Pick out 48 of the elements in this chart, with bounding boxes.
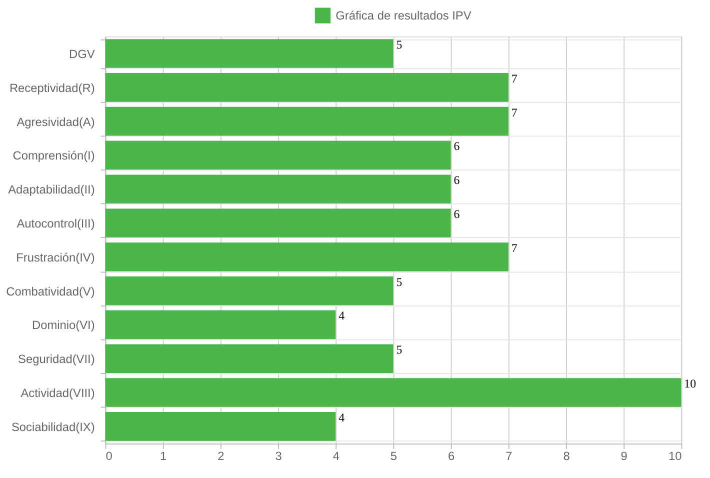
data-label: 4 <box>338 308 345 323</box>
y-tick-label: Frustración(IV) <box>16 250 95 264</box>
data-label: 5 <box>396 342 402 357</box>
y-tick-label: Sociabilidad(IX) <box>11 420 95 434</box>
data-label: 6 <box>454 139 460 154</box>
data-label: 6 <box>454 207 460 222</box>
bar <box>105 344 394 374</box>
x-tick-label: 2 <box>218 448 225 463</box>
data-label: 5 <box>396 274 402 289</box>
y-tick-label: Actividad(VIII) <box>20 386 95 400</box>
x-tick-label: 4 <box>332 448 340 463</box>
y-tick-label: Agresividad(A) <box>16 114 95 129</box>
y-tick-label: Adaptabilidad(II) <box>8 182 95 197</box>
y-tick-label: Autocontrol(III) <box>16 216 95 230</box>
bar <box>105 106 508 136</box>
legend-label: Gráfica de resultados IPV <box>336 8 472 23</box>
bar <box>105 242 508 272</box>
x-tick-label: 3 <box>275 448 282 463</box>
y-tick-label: Comprensión(I) <box>12 148 95 163</box>
bar <box>105 174 451 204</box>
y-tick-label: Dominio(VI) <box>32 318 95 332</box>
data-label: 4 <box>338 410 345 424</box>
x-tick-label: 7 <box>506 448 513 463</box>
x-tick-label: 1 <box>160 448 168 463</box>
x-tick-label: 5 <box>390 448 398 463</box>
bar <box>105 208 451 238</box>
bar <box>105 378 682 407</box>
bar <box>105 276 394 306</box>
y-tick-label: Combatividad(V) <box>6 284 95 298</box>
data-label: 7 <box>511 105 518 120</box>
bar <box>105 73 508 102</box>
x-tick-label: 10 <box>668 448 682 463</box>
y-tick-label: Seguridad(VII) <box>18 352 95 366</box>
bar <box>105 140 451 170</box>
data-label: 6 <box>454 173 460 188</box>
data-label: 10 <box>684 376 696 391</box>
x-tick-label: 8 <box>563 448 570 463</box>
x-tick-label: 6 <box>448 448 456 463</box>
data-label: 7 <box>511 240 518 255</box>
data-label: 5 <box>396 38 402 52</box>
y-tick-label: Receptividad(R) <box>9 80 95 95</box>
x-tick-label: 9 <box>620 448 628 463</box>
data-label: 7 <box>511 71 518 86</box>
bar <box>105 39 394 68</box>
bar <box>105 412 336 441</box>
y-tick-label: DGV <box>69 46 95 61</box>
bar <box>105 310 336 340</box>
x-tick-label: 0 <box>106 448 113 463</box>
